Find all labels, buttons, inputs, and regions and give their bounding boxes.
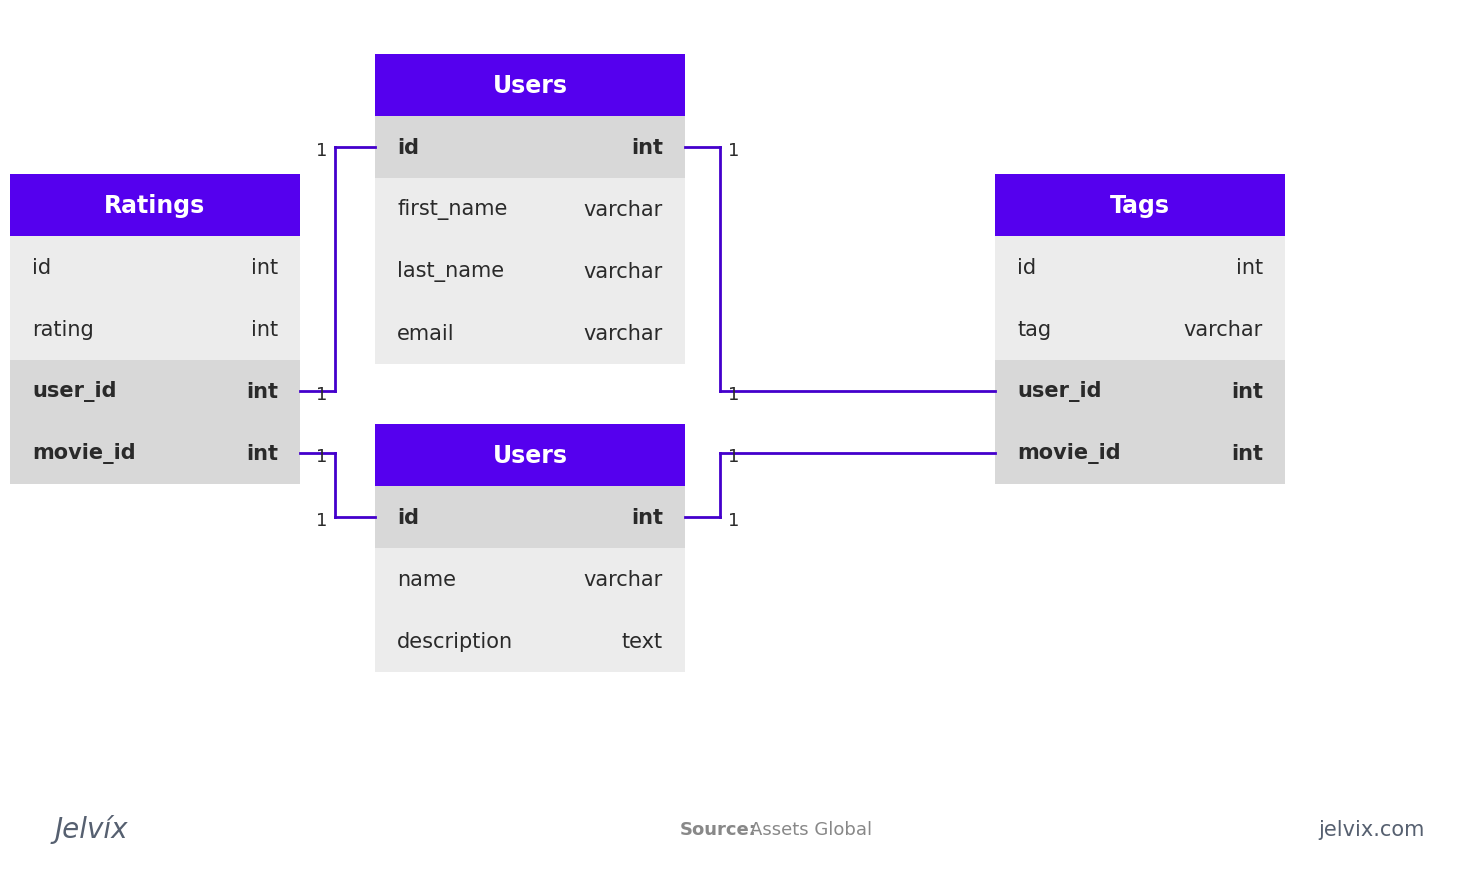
Text: id: id (33, 258, 52, 278)
Text: email: email (397, 323, 454, 343)
Bar (10, 175, 300, 236)
Text: id: id (397, 507, 419, 527)
Text: text: text (622, 631, 663, 651)
Text: int: int (630, 507, 663, 527)
Text: 1: 1 (315, 142, 327, 160)
Text: varchar: varchar (583, 323, 663, 343)
Bar (995, 175, 1285, 236)
Text: varchar: varchar (583, 200, 663, 220)
Text: varchar: varchar (583, 262, 663, 282)
Text: id: id (1017, 258, 1036, 278)
Text: Assets Global: Assets Global (750, 820, 872, 838)
Text: 1: 1 (315, 512, 327, 529)
Text: varchar: varchar (583, 569, 663, 589)
Text: tag: tag (1017, 320, 1051, 340)
Bar (374, 302, 685, 365)
Text: movie_id: movie_id (33, 443, 136, 464)
Text: description: description (397, 631, 514, 651)
Text: 1: 1 (315, 386, 327, 403)
Bar (374, 548, 685, 610)
Text: last_name: last_name (397, 262, 505, 282)
Text: name: name (397, 569, 456, 589)
Bar (10, 422, 300, 484)
Text: varchar: varchar (1184, 320, 1262, 340)
Bar (10, 299, 300, 361)
Text: 1: 1 (728, 448, 740, 466)
Bar (374, 179, 685, 241)
Text: 1: 1 (728, 512, 740, 529)
Bar (374, 610, 685, 673)
Text: Tags: Tags (1110, 194, 1171, 218)
Text: Jelvíx: Jelvíx (55, 814, 129, 844)
Bar (995, 422, 1285, 484)
Bar (374, 116, 685, 179)
Text: first_name: first_name (397, 199, 508, 220)
Text: 1: 1 (315, 448, 327, 466)
Text: user_id: user_id (1017, 381, 1101, 402)
Text: id: id (397, 138, 419, 158)
Text: user_id: user_id (33, 381, 117, 402)
Bar (374, 55, 685, 116)
Text: int: int (1236, 258, 1262, 278)
Text: Users: Users (493, 74, 567, 98)
Text: int: int (252, 258, 278, 278)
Text: int: int (1231, 381, 1262, 401)
Text: int: int (630, 138, 663, 158)
Bar (374, 425, 685, 487)
Text: int: int (246, 443, 278, 463)
Text: int: int (1231, 443, 1262, 463)
Bar (10, 236, 300, 299)
Text: jelvix.com: jelvix.com (1319, 819, 1425, 839)
Bar (995, 361, 1285, 422)
Text: Source:: Source: (679, 820, 756, 838)
Text: int: int (252, 320, 278, 340)
Text: Ratings: Ratings (105, 194, 206, 218)
Text: rating: rating (33, 320, 93, 340)
Bar (374, 487, 685, 548)
Text: 1: 1 (728, 386, 740, 403)
Bar (10, 361, 300, 422)
Bar (995, 299, 1285, 361)
Text: movie_id: movie_id (1017, 443, 1120, 464)
Bar (995, 236, 1285, 299)
Text: Users: Users (493, 443, 567, 468)
Bar (374, 241, 685, 302)
Text: int: int (246, 381, 278, 401)
Text: 1: 1 (728, 142, 740, 160)
